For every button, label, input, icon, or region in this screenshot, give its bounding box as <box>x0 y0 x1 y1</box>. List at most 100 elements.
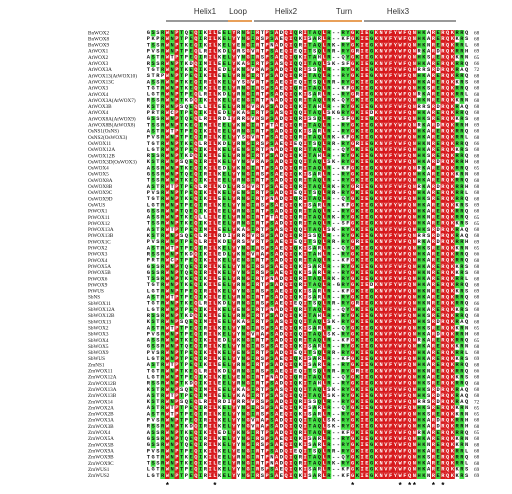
residue: P <box>266 129 269 135</box>
residue-highlight <box>435 134 441 141</box>
residue-highlight <box>412 79 417 86</box>
residue-highlight <box>288 103 294 110</box>
residue-highlight <box>397 109 403 117</box>
residue-highlight <box>165 42 170 49</box>
residue: G <box>370 80 373 86</box>
sequence-length: 68 <box>474 43 480 49</box>
residue: - <box>332 55 335 61</box>
residue-highlight <box>388 54 394 61</box>
residue-highlight <box>412 140 417 147</box>
residue-highlight <box>459 54 465 61</box>
residue-highlight <box>450 85 455 92</box>
residue-highlight <box>312 103 318 110</box>
residue-highlight <box>321 66 327 74</box>
residue-highlight <box>312 97 318 104</box>
residue-highlight <box>283 140 289 147</box>
residue: L <box>228 67 231 73</box>
residue-highlight <box>416 79 422 86</box>
residue: P <box>266 98 269 104</box>
residue-highlight <box>212 134 218 141</box>
residue-highlight <box>317 79 322 86</box>
residue-highlight <box>274 85 280 92</box>
residue: F <box>389 123 392 129</box>
residue: I <box>361 92 364 98</box>
residue-highlight <box>435 54 441 61</box>
residue-highlight <box>188 109 194 117</box>
residue: I <box>209 74 212 80</box>
residue-highlight <box>317 42 322 49</box>
residue-highlight <box>345 73 351 80</box>
residue: I <box>199 135 202 141</box>
residue-highlight <box>364 146 370 154</box>
residue-highlight <box>245 66 251 74</box>
residue-highlight <box>397 140 403 147</box>
residue-highlight <box>288 97 294 104</box>
residue-highlight <box>435 128 441 135</box>
residue: I <box>361 86 364 92</box>
residue-highlight <box>302 103 308 110</box>
residue: - <box>337 80 340 86</box>
residue: N <box>242 104 245 110</box>
residue-highlight <box>274 66 280 74</box>
residue-highlight <box>207 54 213 61</box>
residue: N <box>380 49 383 55</box>
residue-highlight <box>412 122 417 129</box>
residue: F <box>403 98 406 104</box>
residue-highlight <box>402 140 408 147</box>
residue: F <box>403 117 406 123</box>
residue-highlight <box>355 103 360 110</box>
residue: I <box>304 61 307 67</box>
residue: G <box>351 80 354 86</box>
residue: I <box>251 98 254 104</box>
residue-highlight <box>222 42 227 49</box>
residue-highlight <box>302 42 308 49</box>
residue-highlight <box>188 128 194 135</box>
residue-highlight <box>169 30 175 37</box>
residue: L <box>323 98 326 104</box>
residue: L <box>323 80 326 86</box>
residue: N <box>465 55 468 61</box>
residue-highlight <box>312 42 318 49</box>
residue: I <box>209 104 212 110</box>
residue-highlight <box>231 116 237 123</box>
residue-highlight <box>383 109 389 117</box>
residue-highlight <box>364 85 370 92</box>
residue-highlight <box>321 116 327 123</box>
residue-highlight <box>160 60 166 67</box>
residue-highlight <box>179 91 185 98</box>
residue: F <box>403 49 406 55</box>
residue-highlight <box>283 122 289 129</box>
residue-highlight <box>293 42 299 49</box>
residue-highlight <box>383 66 389 74</box>
residue: I <box>251 43 254 49</box>
residue: G <box>351 98 354 104</box>
residue-highlight <box>174 48 180 55</box>
residue-highlight <box>312 146 318 154</box>
residue: I <box>304 30 307 36</box>
residue-highlight <box>397 134 403 141</box>
residue: F <box>389 129 392 135</box>
residue-highlight <box>312 109 318 117</box>
residue-highlight <box>250 91 256 98</box>
residue: I <box>289 30 292 36</box>
sequence-length: 68 <box>474 116 480 122</box>
residue-highlight <box>431 116 436 123</box>
residue-highlight <box>378 85 384 92</box>
residue-highlight <box>212 146 218 154</box>
residue: I <box>304 135 307 141</box>
residue: F <box>389 104 392 110</box>
residue-highlight <box>440 116 446 123</box>
residue-highlight <box>383 30 389 37</box>
sequence-name: AtWOX4 <box>88 92 109 98</box>
residue: I <box>199 98 202 104</box>
residue-highlight <box>312 134 318 141</box>
sequence-name: BnWOX8 <box>88 36 109 42</box>
residue-highlight <box>383 97 389 104</box>
residue-highlight <box>440 48 446 55</box>
residue-highlight <box>416 109 422 117</box>
residue-highlight <box>364 48 370 55</box>
residue: P <box>185 49 188 55</box>
residue-highlight <box>435 140 441 147</box>
residue: G <box>351 74 354 80</box>
